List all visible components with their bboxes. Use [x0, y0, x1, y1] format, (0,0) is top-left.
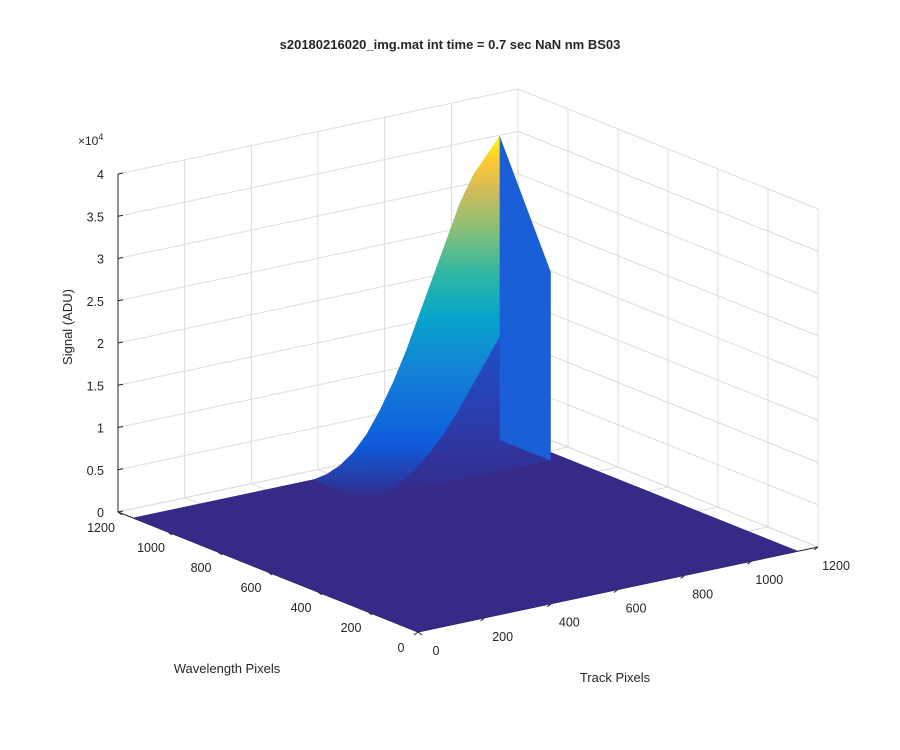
x-tick-label: 400: [559, 616, 580, 630]
surface-ridge-top: [313, 135, 551, 501]
z-tick-label: 0: [97, 506, 104, 520]
y-axis-label: Wavelength Pixels: [174, 661, 281, 676]
surface-layer: [132, 135, 799, 633]
z-tick-label: 0.5: [87, 464, 104, 478]
y-tick: [417, 631, 423, 636]
label-layer: 0200400600800100012000200400600800100012…: [60, 168, 850, 685]
x-tick: [813, 546, 819, 551]
grid-line-z: [117, 130, 819, 252]
z-tick-label: 1: [97, 422, 104, 436]
x-tick-label: 1000: [755, 573, 783, 587]
z-exponent-base: ×10: [78, 134, 99, 148]
z-tick: [117, 257, 124, 259]
y-tick-label: 1200: [87, 521, 115, 535]
x-tick: [547, 603, 552, 608]
x-tick-label: 200: [492, 630, 513, 644]
z-exponent-power: 4: [98, 132, 104, 142]
z-tick-label: 1.5: [87, 379, 104, 393]
grid-line-z: [117, 172, 819, 294]
z-axis-exponent: ×104: [78, 132, 103, 148]
y-tick-label: 800: [191, 561, 212, 575]
z-tick: [117, 426, 124, 428]
z-tick: [117, 299, 124, 302]
y-tick: [117, 511, 123, 516]
z-axis-label: Signal (ADU): [60, 289, 75, 365]
z-tick-label: 4: [97, 168, 104, 182]
chart-title: s20180216020_img.mat int time = 0.7 sec …: [279, 37, 621, 52]
z-tick: [117, 510, 124, 513]
z-tick-label: 2: [97, 337, 104, 351]
x-tick-label: 0: [433, 644, 440, 658]
x-axis-label: Track Pixels: [580, 670, 651, 685]
z-tick: [117, 468, 124, 471]
surface-ridge-side: [499, 135, 551, 461]
y-tick-label: 200: [341, 621, 362, 635]
x-tick: [747, 560, 752, 565]
x-tick: [680, 574, 685, 579]
z-tick: [117, 172, 124, 175]
x-tick-label: 1200: [822, 559, 850, 573]
z-tick: [117, 383, 124, 386]
x-tick: [613, 589, 619, 593]
y-tick-label: 400: [291, 601, 312, 615]
x-tick: [413, 631, 419, 636]
x-tick-label: 800: [692, 587, 713, 601]
z-tick-label: 2.5: [87, 295, 104, 309]
z-tick: [117, 341, 124, 344]
x-tick-label: 600: [626, 602, 647, 616]
z-tick-label: 3: [97, 253, 104, 267]
z-tick-label: 3.5: [87, 210, 104, 224]
surface-ridge-front: [364, 271, 551, 501]
grid-line-z: [117, 88, 819, 210]
y-tick-label: 1000: [137, 541, 165, 555]
y-tick-label: 600: [241, 581, 262, 595]
z-tick: [117, 214, 124, 217]
x-tick: [480, 617, 485, 622]
y-tick-label: 0: [398, 641, 405, 655]
